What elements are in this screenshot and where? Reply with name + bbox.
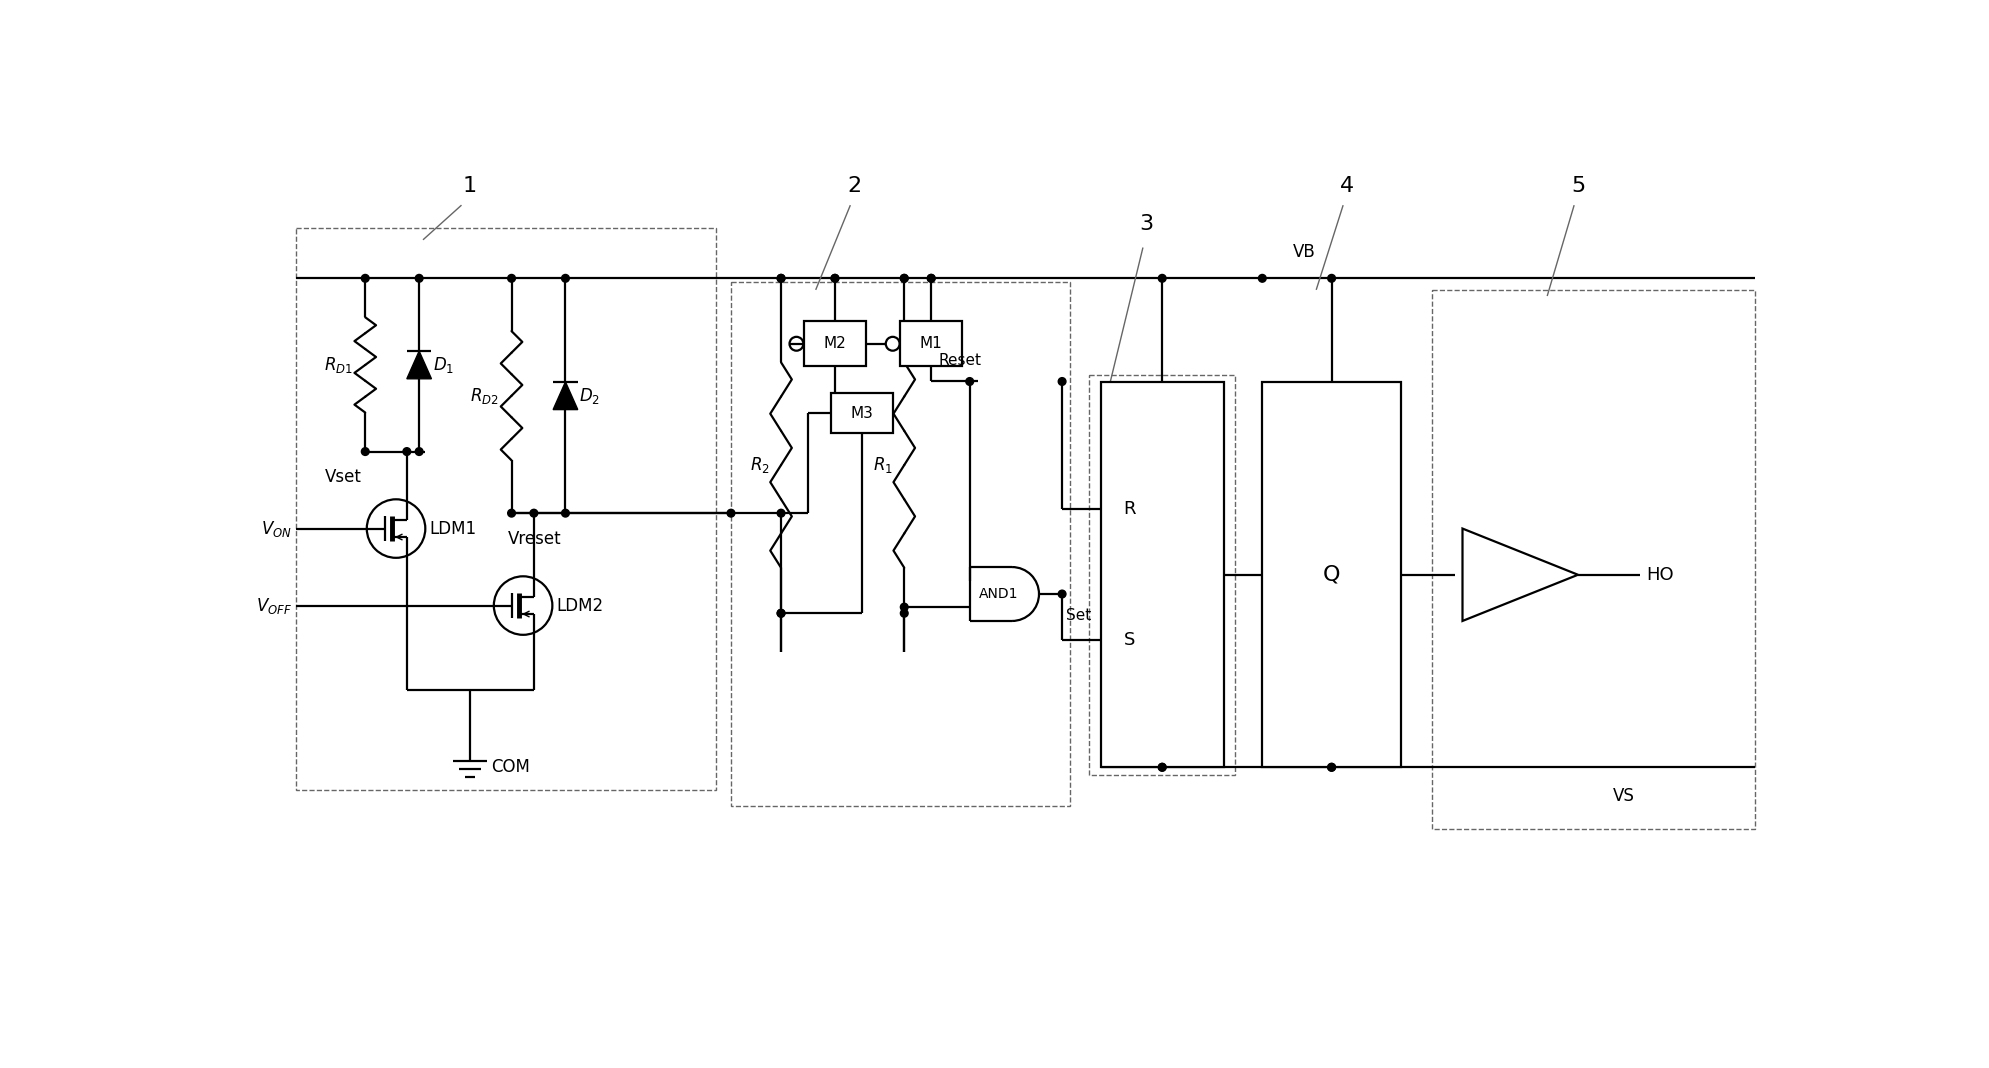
Bar — [1263, 382, 1400, 767]
Circle shape — [901, 603, 909, 611]
Circle shape — [831, 274, 839, 282]
Circle shape — [416, 447, 424, 455]
Circle shape — [927, 274, 935, 282]
Text: Reset: Reset — [939, 352, 983, 367]
Circle shape — [1329, 764, 1335, 771]
Circle shape — [778, 274, 786, 282]
Circle shape — [728, 509, 734, 517]
Text: $D_1$: $D_1$ — [434, 355, 453, 375]
Circle shape — [967, 378, 973, 386]
Circle shape — [901, 610, 909, 617]
Circle shape — [1329, 274, 1335, 282]
Circle shape — [507, 274, 515, 282]
Text: HO: HO — [1645, 566, 1673, 584]
Bar — [804, 321, 865, 366]
Polygon shape — [408, 351, 432, 379]
Polygon shape — [553, 382, 577, 410]
Bar — [1432, 289, 1754, 829]
Text: 1: 1 — [461, 176, 475, 195]
Circle shape — [1058, 378, 1066, 386]
Text: $R_2$: $R_2$ — [750, 455, 770, 475]
Circle shape — [1158, 764, 1166, 771]
Bar — [1090, 375, 1235, 775]
Circle shape — [778, 274, 786, 282]
Circle shape — [1158, 764, 1166, 771]
Circle shape — [778, 610, 786, 617]
Text: M1: M1 — [919, 336, 943, 351]
Circle shape — [416, 274, 424, 282]
Text: Q: Q — [1323, 565, 1341, 585]
Text: $R_{D2}$: $R_{D2}$ — [469, 386, 499, 406]
Circle shape — [362, 274, 370, 282]
Text: 4: 4 — [1341, 176, 1355, 195]
Bar — [831, 393, 893, 434]
Text: M2: M2 — [823, 336, 847, 351]
Text: AND1: AND1 — [979, 587, 1018, 601]
Circle shape — [778, 610, 786, 617]
Text: R: R — [1124, 500, 1136, 518]
Text: Vreset: Vreset — [507, 530, 561, 548]
Circle shape — [561, 509, 569, 517]
Text: Vset: Vset — [324, 469, 362, 487]
Text: M3: M3 — [851, 406, 873, 421]
Circle shape — [1259, 274, 1267, 282]
Circle shape — [561, 274, 569, 282]
Bar — [1100, 382, 1223, 767]
Text: $R_{D1}$: $R_{D1}$ — [324, 355, 352, 375]
Text: $D_2$: $D_2$ — [579, 386, 601, 406]
Bar — [296, 229, 716, 790]
Text: 2: 2 — [847, 176, 861, 195]
Text: $V_{ON}$: $V_{ON}$ — [261, 519, 292, 538]
Circle shape — [529, 509, 537, 517]
Circle shape — [901, 274, 909, 282]
Text: 3: 3 — [1140, 215, 1154, 234]
Circle shape — [901, 274, 909, 282]
Bar — [732, 282, 1070, 805]
Text: LDM2: LDM2 — [557, 597, 603, 614]
Text: LDM1: LDM1 — [430, 519, 475, 537]
Circle shape — [1058, 591, 1066, 598]
Text: $R_1$: $R_1$ — [873, 455, 893, 475]
Text: VB: VB — [1293, 244, 1317, 262]
Text: S: S — [1124, 631, 1136, 649]
Circle shape — [831, 274, 839, 282]
Circle shape — [404, 447, 410, 455]
Bar — [901, 321, 963, 366]
Text: VS: VS — [1613, 786, 1635, 804]
Circle shape — [1158, 274, 1166, 282]
Text: 5: 5 — [1571, 176, 1585, 195]
Circle shape — [1329, 764, 1335, 771]
Circle shape — [507, 509, 515, 517]
Circle shape — [778, 509, 786, 517]
Circle shape — [362, 447, 370, 455]
Text: Set: Set — [1066, 608, 1092, 623]
Text: COM: COM — [491, 758, 531, 776]
Text: $V_{OFF}$: $V_{OFF}$ — [257, 596, 292, 615]
Circle shape — [927, 274, 935, 282]
